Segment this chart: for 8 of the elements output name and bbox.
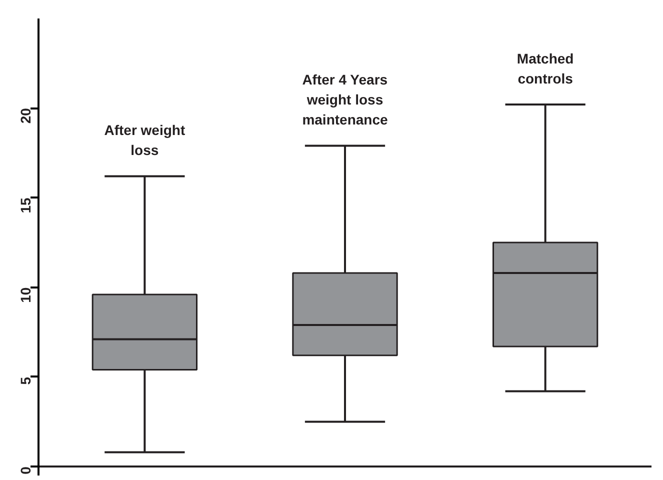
x-tick-label: Matched controls: [516, 50, 574, 87]
y-tick-label: 0: [18, 466, 34, 474]
x-tick-label: After weight loss: [104, 122, 186, 158]
x-tick-label: After 4 Years weight loss maintenance: [302, 72, 388, 128]
y-tick-label: 20: [18, 108, 34, 124]
y-tick-label: 5: [18, 376, 34, 385]
y-tick-label: 15: [18, 198, 34, 214]
y-tick-label: 10: [18, 287, 34, 303]
